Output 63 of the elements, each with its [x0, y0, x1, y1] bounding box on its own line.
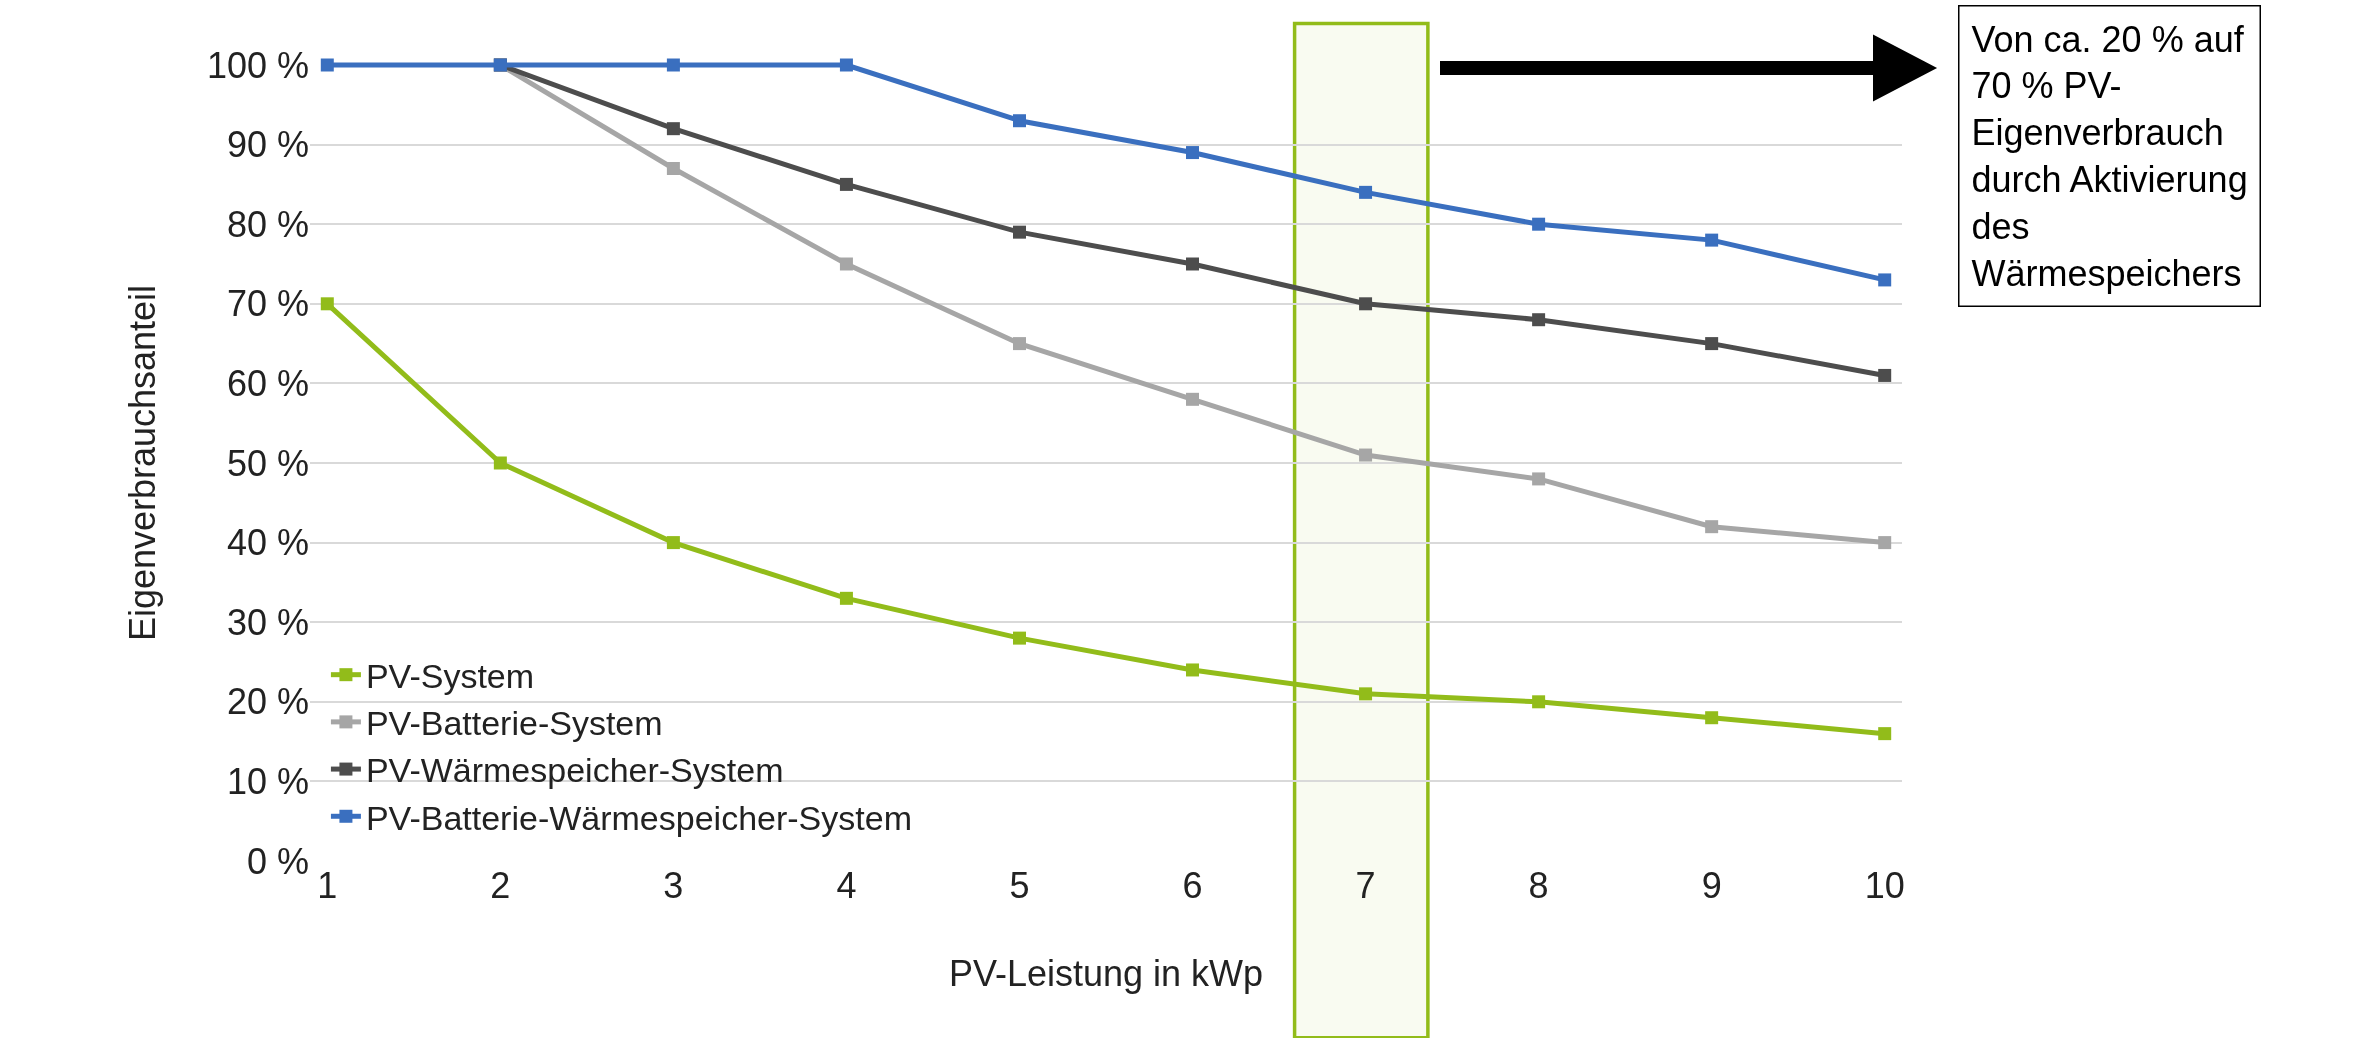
- point: [1878, 536, 1892, 550]
- y-tick-label: 80 %: [226, 203, 309, 245]
- y-tick-label: 40 %: [226, 522, 309, 564]
- point: [1878, 273, 1892, 287]
- x-axis-title: PV-Leistung in kWp: [948, 952, 1264, 994]
- point: [1878, 368, 1892, 382]
- y-tick-label: 20 %: [226, 681, 309, 723]
- point: [1705, 520, 1719, 534]
- point: [1359, 297, 1373, 311]
- x-tick-label: 4: [836, 865, 857, 906]
- y-tick-label: 90 %: [226, 124, 309, 166]
- point: [1532, 217, 1546, 231]
- point: [493, 456, 507, 470]
- legend-label: PV-System: [365, 656, 535, 695]
- x-tick-label: 3: [663, 865, 684, 906]
- point: [1186, 663, 1200, 677]
- point: [1186, 392, 1200, 406]
- y-tick-label: 70 %: [226, 283, 309, 325]
- point: [1012, 114, 1026, 128]
- x-tick-label: 9: [1701, 865, 1722, 906]
- point: [1186, 257, 1200, 271]
- text: Von ca. 20 % auf 70 % PV- Eigenverbrauch durch Aktivierung des Wärmespeichers: [1971, 18, 2248, 294]
- point: [1012, 631, 1026, 645]
- x-tick-label: 1: [317, 865, 338, 906]
- point: [1359, 687, 1373, 701]
- point: [839, 177, 853, 191]
- point: [666, 536, 680, 550]
- legend-label: PV-Batterie-Wärmespeicher-System: [365, 798, 912, 837]
- y-tick-label: 60 %: [226, 363, 309, 404]
- x-tick-label: 2: [490, 865, 511, 906]
- legend-label: PV-Wärmespeicher-System: [365, 751, 784, 790]
- point: [1012, 337, 1026, 351]
- point: [839, 257, 853, 271]
- point: [1186, 146, 1200, 160]
- x-tick-label: 7: [1355, 865, 1376, 906]
- x-tick-label: 10: [1864, 865, 1905, 906]
- point: [1359, 448, 1373, 462]
- point: [1532, 472, 1546, 486]
- point: [1359, 185, 1373, 199]
- point: [1012, 225, 1026, 239]
- point: [839, 58, 853, 72]
- point: [1705, 337, 1719, 351]
- y-tick-label: 100 %: [206, 44, 309, 86]
- point: [666, 161, 680, 175]
- point: [666, 122, 680, 136]
- y-tick-label: 30 %: [226, 601, 309, 643]
- point: [320, 297, 334, 311]
- x-tick-label: 6: [1182, 865, 1203, 906]
- y-tick-label: 50 %: [226, 442, 309, 484]
- x-tick-label: 8: [1528, 865, 1549, 906]
- point: [1878, 727, 1892, 741]
- y-axis-title: Eigenverbrauchsanteil: [121, 284, 163, 642]
- y-tick-label: 10 %: [226, 761, 309, 802]
- x-tick-label: 5: [1009, 865, 1030, 906]
- legend-label: PV-Batterie-System: [365, 704, 663, 743]
- point: [1705, 233, 1719, 247]
- point: [1705, 711, 1719, 725]
- point: [1532, 313, 1546, 327]
- point: [320, 58, 334, 72]
- point: [666, 58, 680, 72]
- point: [839, 591, 853, 605]
- y-tick-label: 0 %: [246, 840, 309, 882]
- point: [1532, 695, 1546, 709]
